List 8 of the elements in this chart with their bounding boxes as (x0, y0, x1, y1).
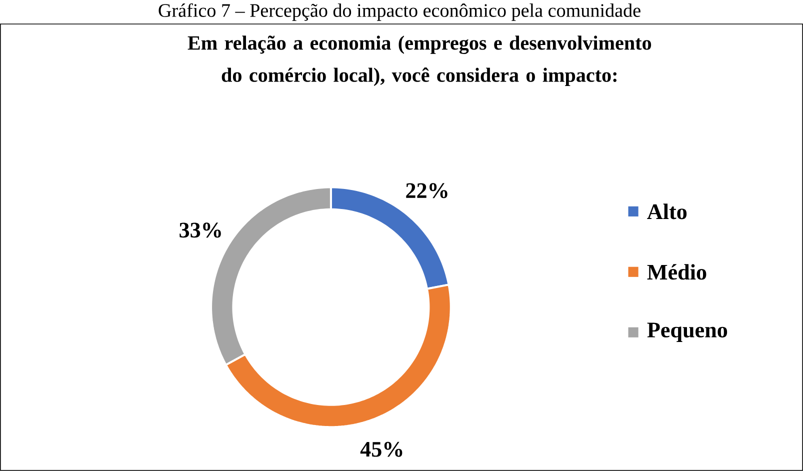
data-label: 45% (360, 442, 402, 457)
text: Gráfico 7 – Percepção do impacto econômico pela comunidade (158, 3, 640, 21)
chart-title: Em relação a economia (empregos e desenvolvimento do comércio local), você considera o impacto: (188, 36, 652, 86)
data-label: 33% (180, 222, 221, 238)
legend-label: Pequeno (647, 322, 728, 342)
legend-label: Médio (647, 264, 706, 280)
legend-label: Alto (647, 204, 687, 220)
data-label: 22% (406, 183, 448, 198)
